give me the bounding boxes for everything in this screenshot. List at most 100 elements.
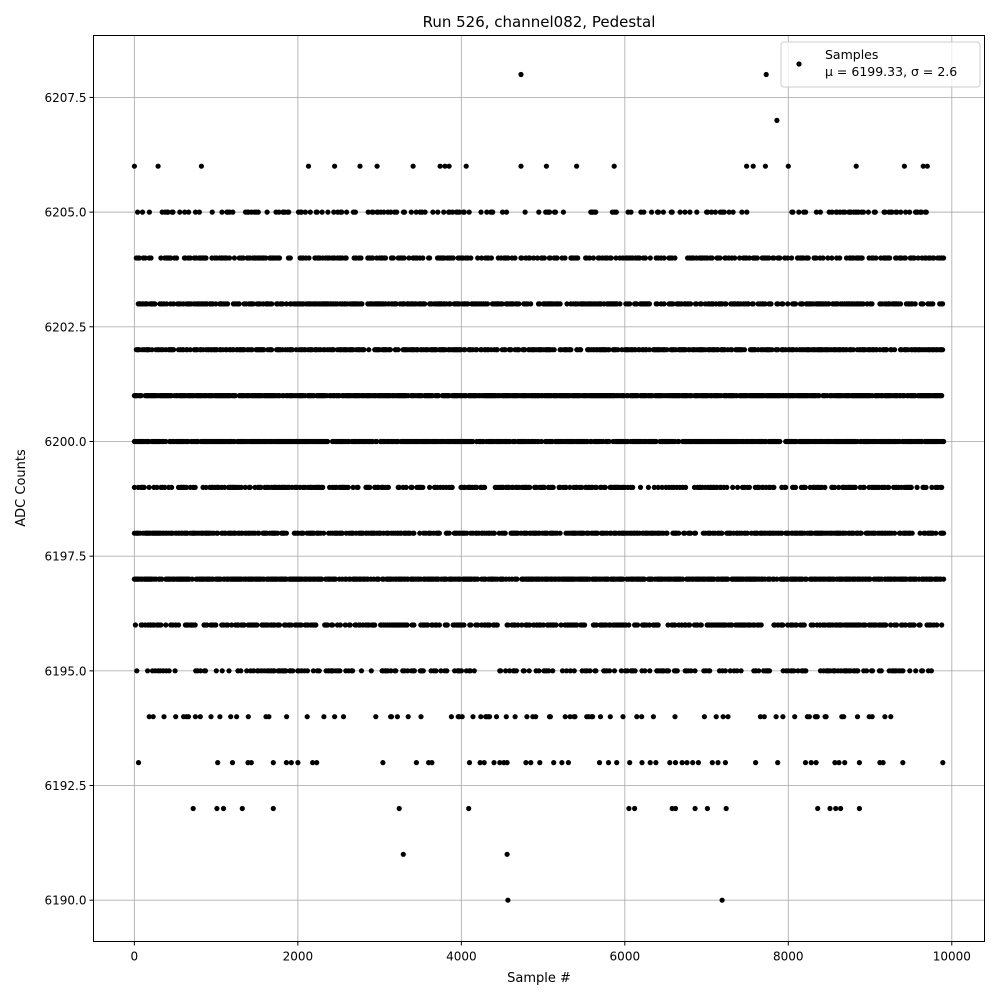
- data-point: [283, 668, 289, 674]
- data-point: [468, 255, 474, 261]
- data-point: [655, 484, 661, 490]
- data-point: [319, 209, 325, 215]
- data-point: [854, 714, 861, 720]
- data-point: [401, 209, 408, 215]
- data-point: [269, 301, 275, 307]
- data-point: [664, 530, 670, 536]
- data-point: [593, 668, 599, 674]
- data-point: [481, 760, 487, 766]
- data-point: [898, 209, 904, 215]
- data-point: [667, 760, 673, 766]
- data-point: [618, 668, 625, 674]
- data-point: [674, 668, 680, 674]
- data-point: [774, 117, 780, 123]
- data-point: [713, 714, 719, 720]
- data-point: [803, 209, 809, 215]
- data-point: [163, 622, 169, 628]
- data-point: [145, 668, 151, 674]
- data-point: [347, 622, 353, 628]
- data-point: [856, 760, 863, 766]
- data-point: [396, 805, 402, 812]
- data-point: [934, 622, 940, 628]
- data-point: [314, 209, 320, 215]
- data-point: [676, 438, 682, 445]
- data-point: [547, 714, 554, 720]
- data-point: [645, 484, 652, 490]
- data-point: [470, 714, 476, 720]
- data-point: [672, 255, 678, 261]
- data-point: [444, 622, 450, 628]
- data-point: [620, 576, 626, 582]
- data-point: [563, 484, 569, 490]
- y-tick-label: 6195.0: [45, 664, 87, 678]
- data-point: [820, 255, 826, 261]
- data-point: [593, 209, 599, 215]
- data-point: [815, 805, 821, 812]
- data-point: [940, 760, 946, 766]
- data-point: [897, 301, 904, 307]
- data-point: [255, 209, 261, 215]
- data-point: [503, 714, 509, 720]
- data-point: [924, 163, 930, 169]
- data-point: [732, 255, 738, 261]
- data-point: [707, 668, 713, 674]
- data-point: [374, 163, 380, 169]
- data-point: [390, 255, 396, 261]
- data-point: [314, 760, 320, 766]
- data-point: [395, 347, 401, 353]
- data-point: [437, 163, 443, 169]
- data-point: [320, 484, 326, 490]
- data-point: [550, 484, 556, 490]
- data-point: [228, 714, 234, 720]
- data-point: [709, 255, 715, 261]
- data-point: [488, 255, 494, 261]
- data-point: [319, 576, 325, 582]
- data-point: [606, 438, 612, 445]
- data-point: [135, 760, 142, 766]
- data-point: [310, 668, 316, 674]
- data-point: [790, 209, 796, 215]
- y-axis-label: ADC Counts: [14, 449, 29, 527]
- data-point: [709, 760, 715, 766]
- data-point: [269, 347, 275, 353]
- data-point: [247, 484, 253, 490]
- data-point: [466, 760, 473, 766]
- data-point: [288, 760, 294, 766]
- data-point: [923, 484, 929, 490]
- data-point: [920, 301, 926, 307]
- data-point: [893, 622, 900, 628]
- data-point: [325, 209, 331, 215]
- data-point: [427, 484, 433, 490]
- data-point: [768, 301, 774, 307]
- data-point: [594, 530, 601, 536]
- data-point: [930, 301, 936, 307]
- y-tick-label: 6200.0: [45, 435, 87, 449]
- data-point: [860, 209, 867, 215]
- data-point: [712, 209, 719, 215]
- data-point: [146, 714, 152, 720]
- data-point: [626, 805, 632, 812]
- data-point: [139, 209, 146, 215]
- data-point: [933, 530, 939, 536]
- data-point: [202, 668, 209, 674]
- data-point: [466, 805, 472, 812]
- data-point: [138, 393, 144, 399]
- data-point: [527, 484, 533, 490]
- data-point: [430, 209, 436, 215]
- data-point: [939, 484, 945, 490]
- data-point: [803, 668, 809, 674]
- data-point: [672, 805, 679, 812]
- data-point: [560, 209, 567, 215]
- data-point: [146, 484, 152, 490]
- data-point: [367, 484, 373, 490]
- data-point: [746, 484, 753, 490]
- data-point: [436, 530, 442, 536]
- data-point: [494, 347, 500, 353]
- data-point: [744, 163, 750, 169]
- data-point: [557, 530, 563, 536]
- data-point: [704, 805, 711, 812]
- data-point: [504, 760, 510, 766]
- data-point: [131, 484, 137, 490]
- data-point: [474, 484, 480, 490]
- data-point: [236, 301, 242, 307]
